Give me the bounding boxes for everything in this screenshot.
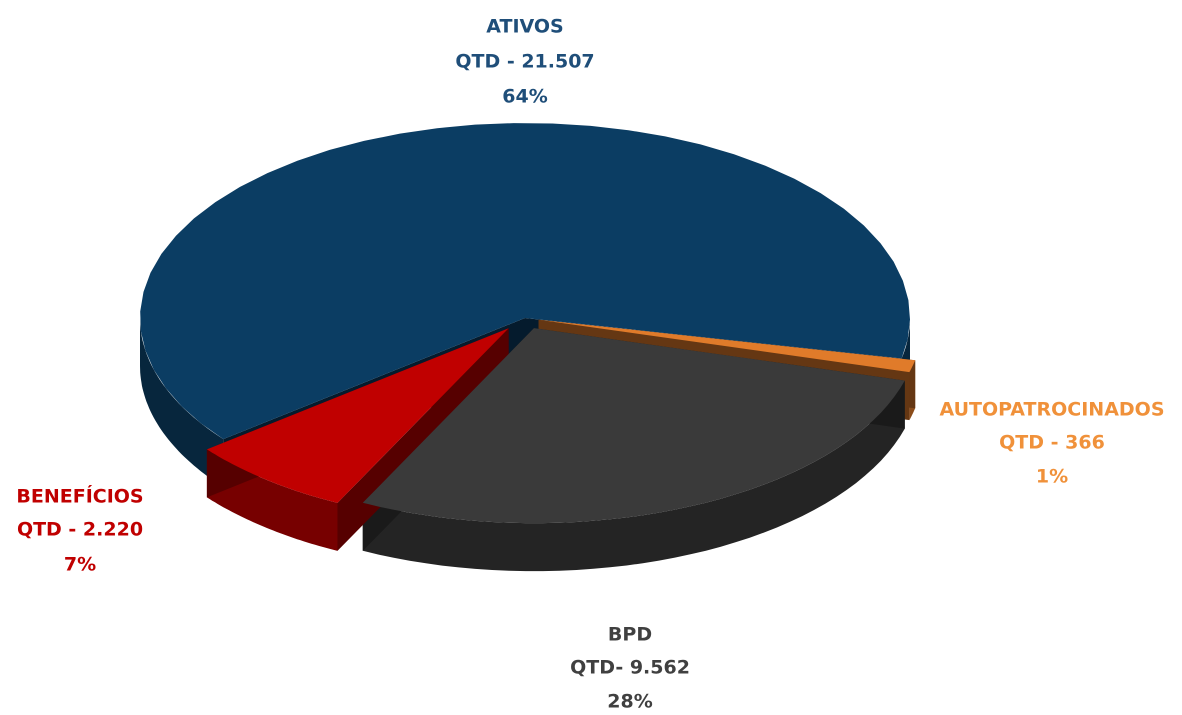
pie bbox=[140, 123, 916, 572]
category-label: BENEFÍCIOS bbox=[16, 485, 143, 508]
label-autopatrocinados: AUTOPATROCINADOS QTD - 366 1% bbox=[939, 399, 1164, 488]
slice bbox=[362, 328, 905, 524]
slice bbox=[140, 123, 910, 440]
quantity-label: QTD - 2.220 bbox=[17, 519, 143, 541]
slice-side bbox=[140, 318, 224, 488]
value-label: 64% bbox=[502, 86, 547, 108]
slice-side bbox=[362, 380, 905, 572]
category-label: ATIVOS bbox=[486, 16, 563, 38]
category-label: BPD bbox=[608, 624, 652, 646]
label-beneficios: BENEFÍCIOS QTD - 2.220 7% bbox=[16, 485, 143, 576]
category-label: AUTOPATROCINADOS bbox=[939, 399, 1164, 421]
label-bpd: BPD QTD- 9.562 28% bbox=[570, 624, 690, 713]
quantity-label: QTD- 9.562 bbox=[570, 657, 690, 679]
quantity-label: QTD - 366 bbox=[999, 432, 1105, 454]
value-label: 7% bbox=[64, 554, 96, 576]
value-label: 1% bbox=[1036, 466, 1068, 488]
quantity-label: QTD - 21.507 bbox=[455, 51, 594, 73]
slice bbox=[538, 319, 916, 373]
value-label: 28% bbox=[607, 691, 652, 713]
slice bbox=[206, 328, 509, 503]
label-ativos: ATIVOS QTD - 21.507 64% bbox=[455, 16, 594, 108]
